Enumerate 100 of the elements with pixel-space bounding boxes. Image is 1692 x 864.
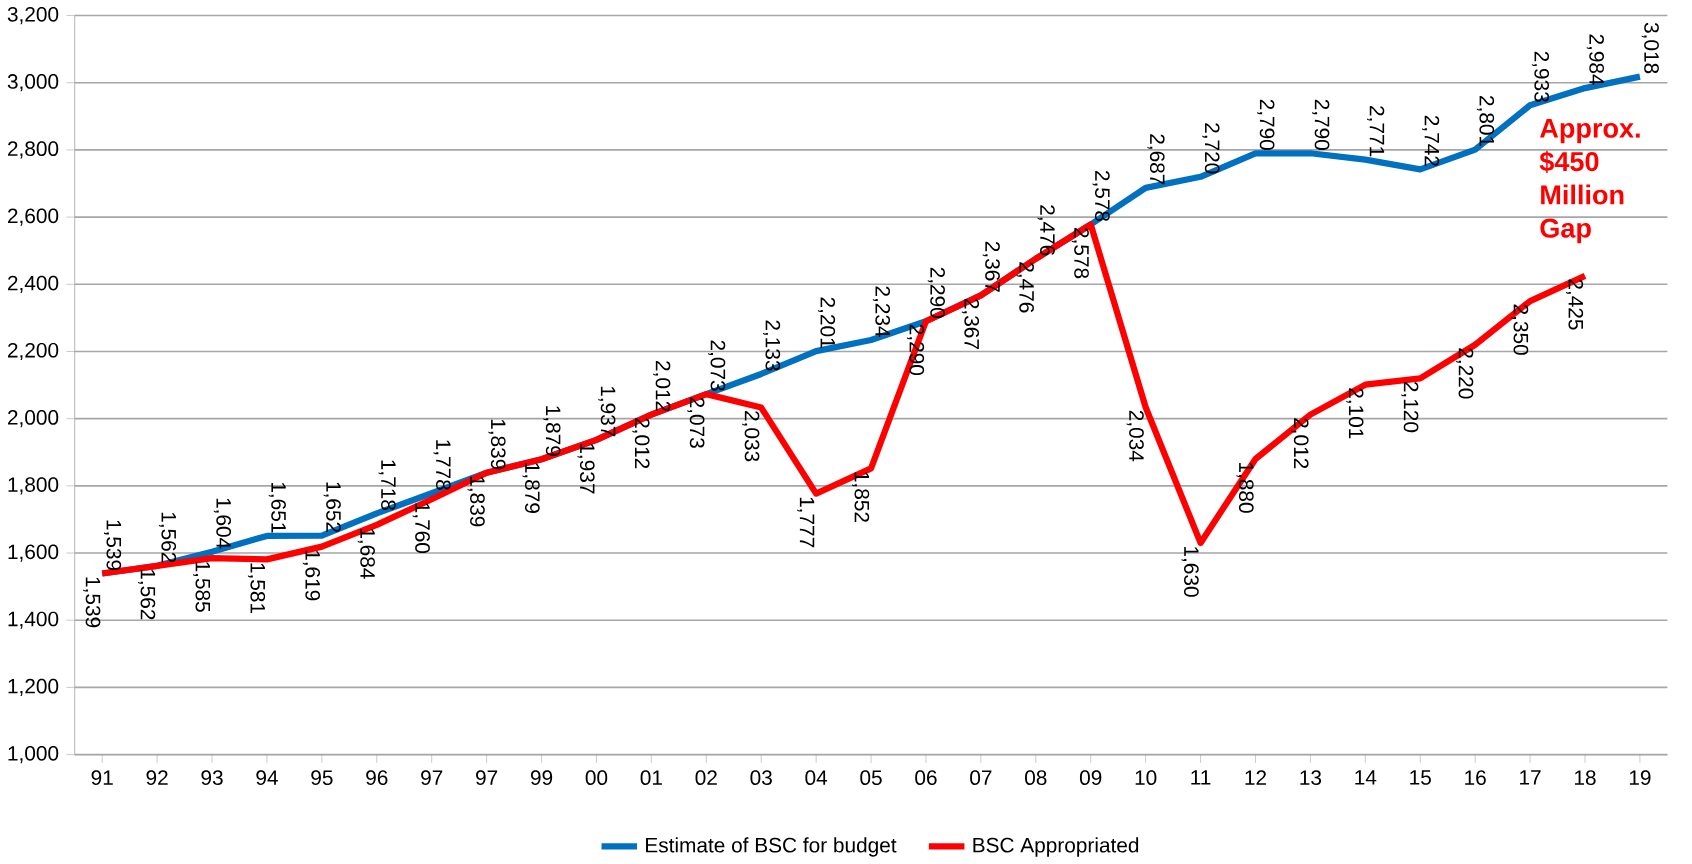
data-label: 2,720 (1202, 123, 1220, 174)
data-label: 1,619 (302, 550, 321, 601)
data-label: 2,290 (906, 324, 925, 376)
x-tick-label: 92 (146, 770, 168, 786)
data-label: 2,033 (742, 411, 760, 462)
data-label: 1,581 (247, 563, 266, 614)
x-tick-label: 97 (476, 770, 498, 786)
data-label: 2,034 (1126, 410, 1144, 462)
y-tick-label: 3,000 (7, 74, 59, 92)
data-label: 1,839 (488, 419, 506, 470)
data-label: 2,476 (1037, 205, 1055, 256)
data-label: 2,073 (708, 340, 726, 391)
annotation: Approx. $450 Million Gap (1539, 119, 1640, 244)
data-label: 2,012 (653, 361, 671, 412)
x-tick-label: 99 (530, 770, 553, 786)
data-label: 1,879 (522, 463, 540, 514)
data-label: 1,539 (103, 520, 122, 571)
x-tick-label: 19 (1629, 770, 1651, 786)
data-label: 2,120 (1401, 382, 1419, 433)
data-label: 2,933 (1531, 51, 1550, 102)
x-tick-label: 03 (750, 770, 772, 786)
data-label: 2,578 (1071, 228, 1089, 279)
data-label: 2,234 (872, 286, 891, 338)
y-tick-label: 2,800 (7, 141, 59, 159)
x-tick-label: 10 (1135, 770, 1157, 786)
data-label: 2,201 (817, 297, 836, 348)
data-label: 2,790 (1257, 99, 1275, 151)
x-tick-label: 13 (1300, 770, 1322, 786)
data-label: 1,718 (378, 460, 396, 511)
data-label: 1,839 (467, 476, 485, 527)
y-tick-label: 3,200 (7, 7, 59, 25)
x-tick-label: 18 (1575, 770, 1596, 786)
x-tick-label: 14 (1355, 770, 1377, 785)
y-tick-label: 2,400 (7, 275, 59, 293)
data-label: 1,880 (1236, 463, 1254, 513)
x-tick-label: 97 (421, 770, 443, 786)
data-label: 2,801 (1476, 96, 1495, 147)
x-tick-label: 01 (640, 770, 662, 786)
data-label: 1,937 (577, 444, 595, 494)
legend-label: Estimate of BSC for budget (646, 837, 897, 857)
data-label: 2,687 (1147, 134, 1165, 185)
x-tick-label: 16 (1465, 770, 1486, 786)
data-label: 1,937 (598, 386, 616, 437)
x-tick-label: 04 (805, 770, 828, 786)
data-label: 2,790 (1312, 99, 1330, 151)
x-tick-label: 95 (311, 770, 333, 786)
data-label: 2,073 (687, 397, 705, 448)
y-tick-label: 1,200 (8, 678, 59, 697)
y-tick-label: 1,800 (8, 477, 59, 495)
data-label: 2,350 (1511, 304, 1529, 355)
data-label: 2,367 (982, 241, 1000, 292)
x-tick-label: 96 (366, 770, 388, 786)
data-label: 2,771 (1367, 106, 1385, 157)
data-label: 1,777 (797, 497, 815, 548)
data-label: 1,651 (268, 483, 286, 533)
data-label: 1,585 (193, 562, 211, 612)
data-label: 1,630 (1181, 547, 1199, 597)
x-tick-label: 15 (1410, 770, 1431, 785)
x-tick-label: 00 (585, 770, 608, 786)
x-tick-label: 17 (1520, 770, 1541, 785)
y-tick-label: 2,600 (7, 208, 59, 226)
x-tick-label: 05 (860, 770, 882, 786)
y-tick-label: 1,400 (8, 611, 59, 629)
x-tick-label: 93 (201, 770, 223, 786)
data-label: 2,425 (1565, 279, 1584, 330)
legend-label: BSC Appropriated (973, 837, 1139, 857)
data-label: 1,539 (83, 577, 101, 628)
y-tick-label: 1,600 (8, 544, 59, 562)
x-tick-label: 94 (256, 770, 278, 786)
data-label: 1,879 (543, 406, 561, 456)
data-label: 1,760 (412, 503, 430, 554)
data-label: 2,101 (1346, 388, 1364, 439)
data-label: 1,852 (852, 472, 870, 523)
data-label: 2,742 (1422, 115, 1440, 166)
data-label: 2,012 (632, 418, 650, 469)
x-tick-label: 09 (1079, 770, 1102, 786)
data-label: 3,018 (1641, 22, 1659, 74)
data-label: 1,778 (433, 440, 451, 490)
data-label: 1,652 (323, 482, 341, 533)
data-label: 2,367 (961, 299, 980, 350)
x-tick-label: 91 (91, 770, 113, 786)
data-label: 2,984 (1586, 34, 1604, 86)
y-tick-label: 2,000 (7, 410, 59, 428)
data-label: 1,562 (138, 570, 156, 620)
data-label: 2,133 (763, 320, 781, 371)
x-tick-label: 11 (1191, 770, 1211, 785)
data-label: 2,290 (927, 267, 945, 319)
x-tick-label: 02 (695, 770, 717, 786)
data-label: 1,684 (357, 529, 375, 579)
data-label: 2,578 (1092, 171, 1110, 222)
data-label: 2,220 (1456, 348, 1474, 399)
data-label: 1,562 (158, 512, 177, 563)
y-tick-label: 1,000 (8, 746, 59, 764)
data-label: 1,604 (213, 498, 232, 549)
y-tick-label: 2,200 (7, 342, 59, 361)
x-tick-label: 08 (1025, 770, 1047, 786)
x-tick-label: 12 (1245, 770, 1267, 785)
data-label: 2,476 (1016, 262, 1034, 313)
x-tick-label: 06 (915, 770, 937, 786)
x-tick-label: 07 (970, 770, 992, 786)
